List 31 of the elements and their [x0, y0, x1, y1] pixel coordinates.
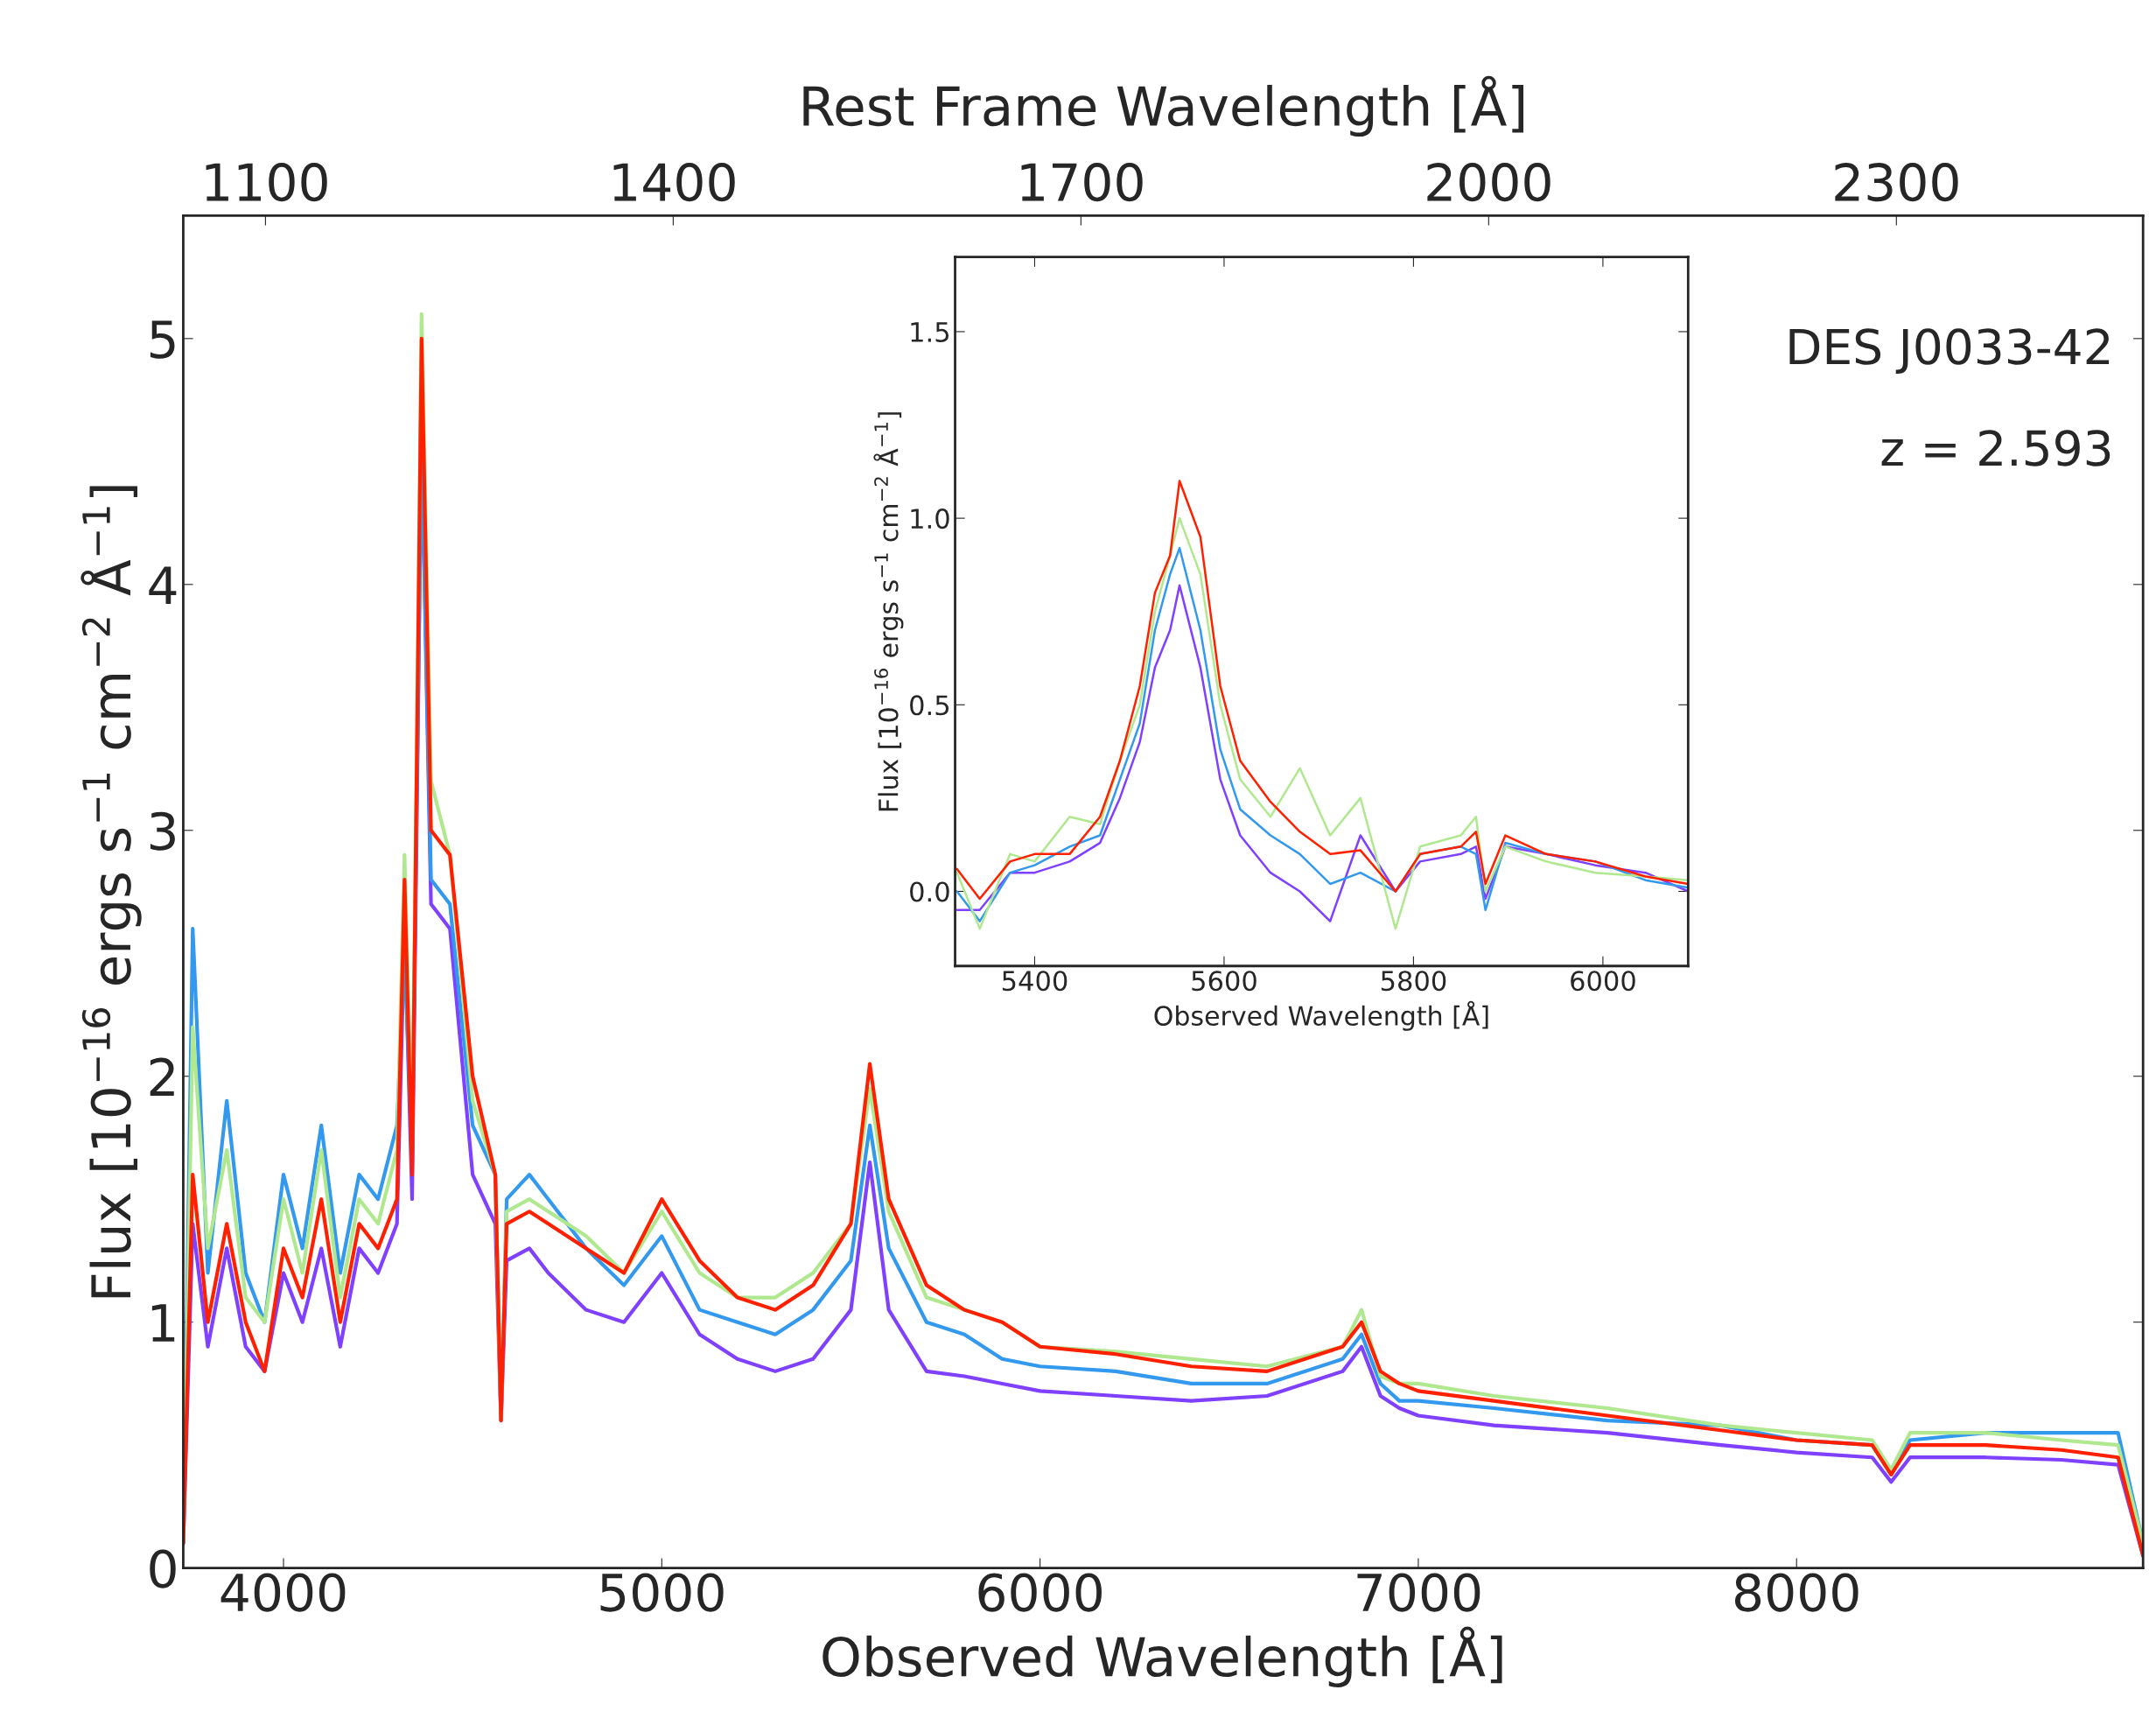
x2-axis-title: Rest Frame Wavelength [Å] — [803, 75, 1523, 137]
x-tick-label: 7000 — [1357, 1573, 1480, 1612]
text: Flux [10$^{−16}$ ergs s$^{−1}$ cm$^{−2}$ Å$^{−1}$] — [873, 412, 904, 811]
x2-tick-label: 1400 — [613, 163, 735, 202]
x2-tick-label: 2000 — [1427, 163, 1550, 202]
x-tick-label: 5400 — [1002, 971, 1068, 992]
x2-tick-label: 1700 — [1021, 163, 1143, 202]
y-tick-label: 5 — [150, 320, 175, 359]
x-tick-label: 4000 — [220, 1573, 346, 1612]
y-tick-label: 1.5 — [911, 322, 949, 342]
annotation: DES J0033-42 — [1789, 328, 2110, 375]
annotation: z = 2.593 — [1881, 430, 2110, 466]
y-tick-label: 4 — [149, 566, 177, 604]
x-axis-title: Observed Wavelength [Å] — [822, 1626, 1502, 1687]
x-tick-label: 8000 — [1734, 1573, 1858, 1612]
text: Flux [10$^{−16}$ ergs s$^{−1}$ cm$^{−2}$ Å$^{−1}$] — [80, 486, 142, 1298]
x-tick-label: 6000 — [1571, 971, 1635, 992]
x-axis-title: Observed Wavelength [Å] — [1154, 1000, 1488, 1031]
x-tick-label: 6000 — [978, 1573, 1102, 1612]
y-tick-label: 1.0 — [911, 508, 949, 529]
y-tick-label: 3 — [150, 811, 175, 851]
y-tick-label: 0.0 — [910, 881, 949, 902]
x2-tick-label: 1100 — [206, 163, 327, 202]
y-tick-label: 0 — [150, 1549, 176, 1588]
x-tick-label: 5800 — [1381, 971, 1446, 992]
x-tick-label: 5000 — [600, 1573, 724, 1612]
y-tick-label: 1 — [151, 1304, 175, 1342]
x-tick-label: 5600 — [1192, 971, 1256, 992]
y-tick-label: 2 — [150, 1057, 174, 1096]
x2-tick-label: 2300 — [1835, 163, 1958, 202]
y-tick-label: 0.5 — [910, 695, 949, 716]
